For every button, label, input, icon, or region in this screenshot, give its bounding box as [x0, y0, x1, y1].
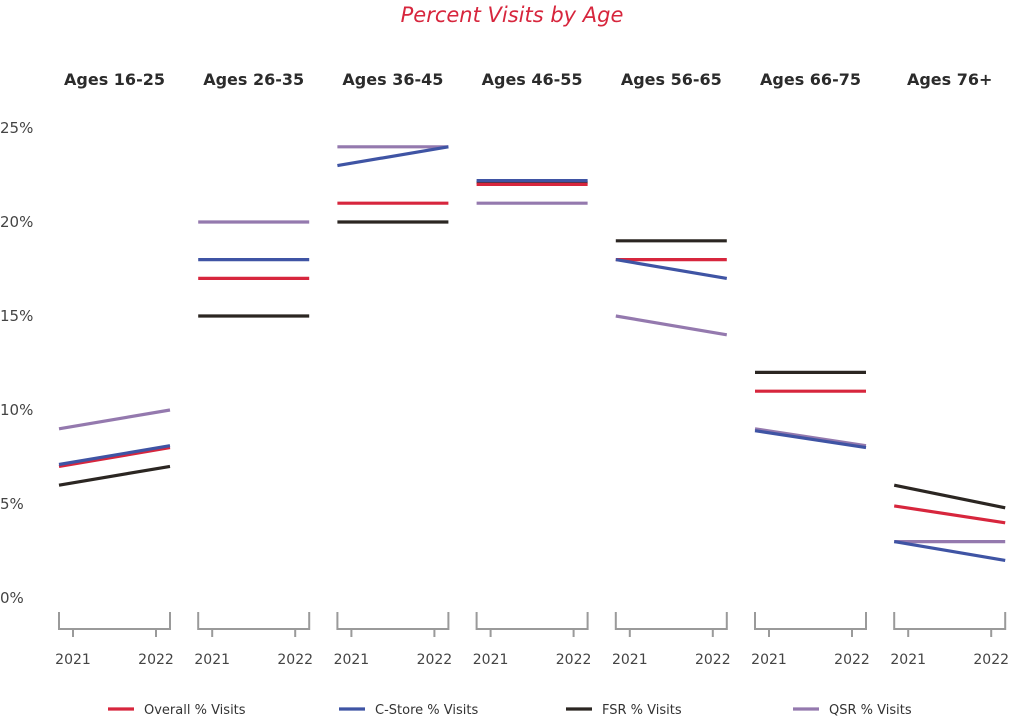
- series-line-c-store-pct-visits: [337, 145, 449, 168]
- y-tick-label: 15%: [0, 307, 33, 325]
- panel-label: Ages 66-75: [760, 70, 861, 89]
- x-tick-label: 2022: [695, 652, 731, 668]
- x-tick-label: 2022: [973, 652, 1009, 668]
- x-tick-label: 2021: [55, 652, 91, 668]
- x-tick-label: 2022: [277, 652, 313, 668]
- x-axis-bracket: [58, 612, 171, 637]
- panel-label: Ages 76+: [907, 70, 992, 89]
- panel-label: Ages 16-25: [64, 70, 165, 89]
- series-line-fsr-pct-visits: [893, 483, 1006, 510]
- legend-item-overall-pct-visits: Overall % Visits: [108, 703, 246, 718]
- x-tick-label: 2022: [417, 652, 453, 668]
- legend-item-qsr-pct-visits: QSR % Visits: [793, 703, 912, 718]
- legend-item-c-store-pct-visits: C-Store % Visits: [339, 703, 478, 718]
- series-line-qsr-pct-visits: [58, 408, 171, 431]
- series-line-c-store-pct-visits: [754, 429, 867, 450]
- panel-ages-76: Ages 76+ 2021 2022: [890, 70, 1009, 668]
- y-tick-label: 0%: [0, 589, 24, 607]
- panel-ages-66-75: Ages 66-75 2021 2022: [751, 70, 870, 668]
- y-tick-label: 20%: [0, 213, 33, 231]
- panel-label: Ages 36-45: [342, 70, 443, 89]
- panel-ages-46-55: Ages 46-55 2021 2022: [473, 70, 592, 668]
- x-tick-label: 2021: [890, 652, 926, 668]
- x-axis-bracket: [475, 612, 589, 637]
- panel-ages-36-45: Ages 36-45 2021 2022: [334, 70, 453, 668]
- y-tick-label: 5%: [0, 495, 24, 513]
- legend-label: QSR % Visits: [829, 703, 912, 718]
- series-line-qsr-pct-visits: [615, 314, 728, 337]
- panel-ages-56-65: Ages 56-65 2021 2022: [612, 70, 731, 668]
- x-axis-bracket: [336, 612, 450, 637]
- x-tick-label: 2022: [138, 652, 174, 668]
- legend-item-fsr-pct-visits: FSR % Visits: [566, 703, 682, 718]
- x-tick-label: 2022: [834, 652, 870, 668]
- chart-title: Percent Visits by Age: [401, 3, 624, 27]
- y-tick-label: 10%: [0, 401, 33, 419]
- legend: Overall % Visits C-Store % Visits FSR % Vi…: [108, 703, 912, 718]
- series-line-fsr-pct-visits: [58, 464, 171, 487]
- x-axis-bracket: [614, 612, 728, 637]
- series-line-c-store-pct-visits: [893, 540, 1006, 562]
- x-tick-label: 2021: [751, 652, 787, 668]
- x-tick-label: 2021: [473, 652, 509, 668]
- x-axis-bracket: [754, 612, 867, 637]
- series-line-qsr-pct-visits: [754, 427, 867, 448]
- y-axis: 0% 5% 10% 15% 20% 25%: [0, 119, 33, 607]
- x-tick-label: 2022: [556, 652, 592, 668]
- x-tick-label: 2021: [612, 652, 648, 668]
- legend-label: Overall % Visits: [144, 703, 246, 718]
- series-line-c-store-pct-visits: [615, 258, 728, 280]
- panel-label: Ages 26-35: [203, 70, 304, 89]
- x-axis-bracket: [197, 612, 311, 637]
- series-line-overall-pct-visits: [58, 446, 171, 468]
- panel-label: Ages 56-65: [621, 70, 722, 89]
- x-tick-label: 2021: [334, 652, 370, 668]
- series-line-overall-pct-visits: [893, 504, 1006, 525]
- panel-ages-16-25: Ages 16-25 2021 2022: [55, 70, 174, 668]
- panel-ages-26-35: Ages 26-35 2021 2022: [194, 70, 313, 668]
- x-axis-bracket: [893, 612, 1007, 637]
- x-tick-label: 2021: [194, 652, 230, 668]
- panel-label: Ages 46-55: [482, 70, 583, 89]
- legend-label: FSR % Visits: [602, 703, 682, 718]
- y-tick-label: 25%: [0, 119, 33, 137]
- legend-label: C-Store % Visits: [375, 703, 478, 718]
- series-line-c-store-pct-visits: [58, 444, 171, 467]
